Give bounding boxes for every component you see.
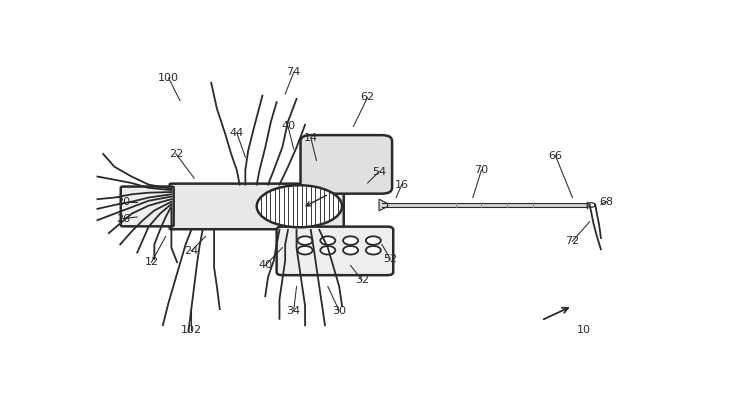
Circle shape bbox=[587, 203, 595, 207]
Text: 68: 68 bbox=[600, 197, 614, 207]
Text: 26: 26 bbox=[116, 213, 130, 223]
Text: 14: 14 bbox=[304, 133, 318, 143]
Text: 10: 10 bbox=[577, 325, 591, 335]
Text: 44: 44 bbox=[230, 128, 244, 138]
Text: 72: 72 bbox=[565, 236, 580, 246]
Ellipse shape bbox=[343, 246, 358, 255]
Text: 62: 62 bbox=[360, 92, 374, 102]
Text: 74: 74 bbox=[286, 67, 301, 77]
Text: 100: 100 bbox=[158, 73, 179, 83]
Text: 102: 102 bbox=[181, 325, 202, 335]
Ellipse shape bbox=[297, 246, 313, 255]
Text: 12: 12 bbox=[145, 257, 159, 267]
Ellipse shape bbox=[320, 246, 335, 255]
FancyBboxPatch shape bbox=[277, 227, 393, 275]
Polygon shape bbox=[379, 199, 388, 211]
Text: 24: 24 bbox=[184, 246, 198, 256]
Text: 40: 40 bbox=[281, 121, 295, 131]
Text: 54: 54 bbox=[372, 167, 386, 177]
Text: 22: 22 bbox=[169, 149, 183, 159]
FancyBboxPatch shape bbox=[300, 135, 392, 194]
Text: 66: 66 bbox=[548, 150, 562, 160]
Ellipse shape bbox=[257, 185, 342, 227]
Ellipse shape bbox=[297, 236, 313, 245]
Ellipse shape bbox=[366, 246, 381, 255]
FancyBboxPatch shape bbox=[121, 186, 174, 226]
Text: 32: 32 bbox=[355, 275, 369, 285]
Text: 52: 52 bbox=[383, 254, 397, 264]
Ellipse shape bbox=[366, 236, 381, 245]
Ellipse shape bbox=[320, 236, 335, 245]
Bar bbox=[382, 203, 586, 207]
Text: 20: 20 bbox=[116, 197, 130, 207]
Text: 34: 34 bbox=[287, 306, 301, 316]
Text: 16: 16 bbox=[395, 180, 409, 189]
Text: 40: 40 bbox=[258, 260, 272, 270]
Text: 30: 30 bbox=[333, 306, 346, 316]
Text: 70: 70 bbox=[474, 165, 488, 175]
Ellipse shape bbox=[343, 236, 358, 245]
FancyBboxPatch shape bbox=[170, 184, 344, 229]
